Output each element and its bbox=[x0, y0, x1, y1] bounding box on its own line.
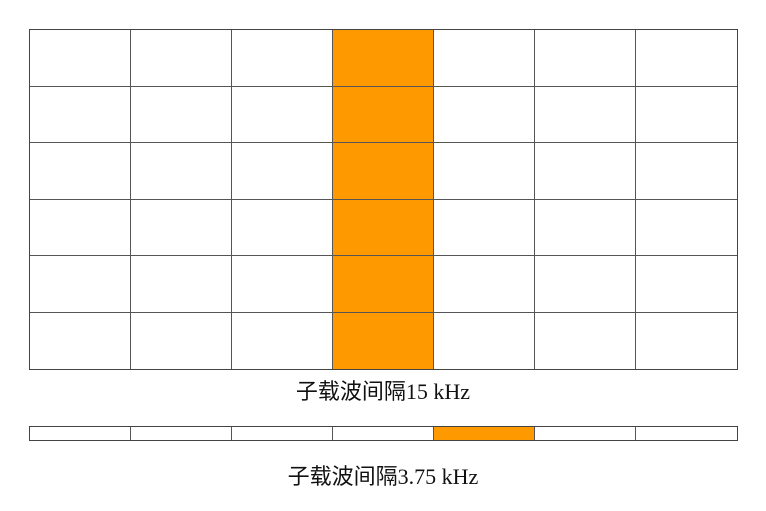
grid-cell bbox=[131, 256, 232, 313]
highlighted-subcarrier-cell bbox=[333, 256, 434, 313]
grid-cell bbox=[30, 86, 131, 143]
grid-cell bbox=[434, 199, 535, 256]
grid-cell bbox=[333, 427, 434, 440]
grid-cell bbox=[232, 199, 333, 256]
grid-cell bbox=[232, 86, 333, 143]
grid-cell bbox=[434, 30, 535, 87]
highlighted-subcarrier-cell bbox=[333, 199, 434, 256]
caption-15khz: 子载波间隔15 kHz bbox=[295, 379, 471, 404]
grid-cell bbox=[535, 30, 636, 87]
highlighted-subcarrier-cell bbox=[333, 86, 434, 143]
grid-cell bbox=[636, 30, 737, 87]
grid-cell bbox=[131, 86, 232, 143]
grid-cell bbox=[232, 256, 333, 313]
grid-cell bbox=[30, 427, 131, 440]
grid-cell bbox=[232, 30, 333, 87]
caption-3-75khz: 子载波间隔3.75 kHz bbox=[287, 464, 479, 489]
resource-grid-15khz bbox=[29, 29, 738, 370]
grid-cell bbox=[131, 312, 232, 369]
grid-cell bbox=[131, 199, 232, 256]
grid-cell bbox=[535, 199, 636, 256]
grid-cell bbox=[30, 312, 131, 369]
grid-cell bbox=[434, 312, 535, 369]
grid-cell bbox=[232, 143, 333, 200]
highlighted-subcarrier-cell bbox=[333, 30, 434, 87]
grid-cell bbox=[535, 256, 636, 313]
grid-cell bbox=[535, 86, 636, 143]
grid-cell bbox=[131, 30, 232, 87]
grid-cell bbox=[636, 256, 737, 313]
grid-cell bbox=[535, 427, 636, 440]
grid-cell bbox=[434, 256, 535, 313]
grid-cell bbox=[636, 427, 737, 440]
highlighted-subcarrier-cell bbox=[434, 427, 535, 440]
grid-cell bbox=[30, 256, 131, 313]
grid-cell bbox=[535, 312, 636, 369]
grid-cell bbox=[636, 143, 737, 200]
highlighted-subcarrier-cell bbox=[333, 312, 434, 369]
grid-cell bbox=[232, 312, 333, 369]
grid-cell bbox=[535, 143, 636, 200]
grid-cell bbox=[30, 143, 131, 200]
highlighted-subcarrier-cell bbox=[333, 143, 434, 200]
grid-cell bbox=[30, 30, 131, 87]
grid-cell bbox=[434, 86, 535, 143]
grid-cell bbox=[636, 200, 737, 256]
grid-cell bbox=[636, 313, 737, 370]
grid-cell bbox=[232, 427, 333, 440]
grid-cell bbox=[30, 199, 131, 256]
resource-grid-3-75khz bbox=[29, 426, 738, 441]
grid-cell bbox=[434, 143, 535, 200]
grid-cell bbox=[131, 143, 232, 200]
grid-cell bbox=[636, 87, 737, 143]
grid-cell bbox=[131, 427, 232, 440]
